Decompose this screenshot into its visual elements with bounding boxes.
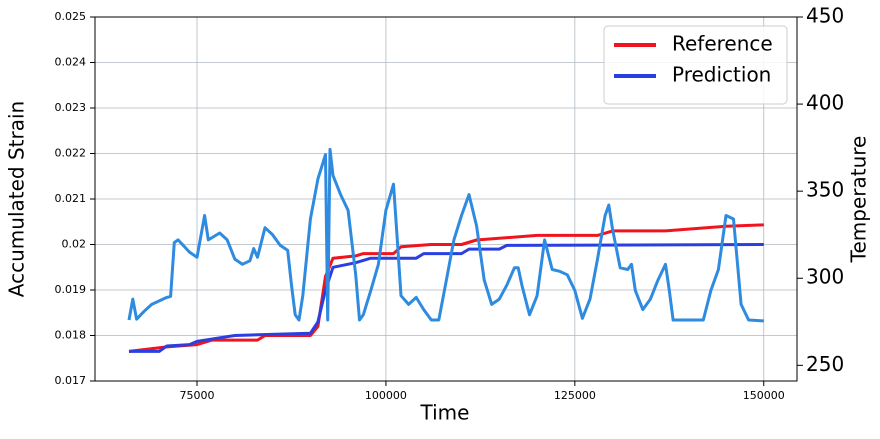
series-line bbox=[127, 147, 764, 323]
legend-label: Reference bbox=[672, 32, 773, 56]
y-tick-label: 0.021 bbox=[55, 192, 87, 205]
plot-frame bbox=[94, 16, 798, 382]
y-tick-label: 0.022 bbox=[55, 147, 87, 160]
y-tick-label: 0.017 bbox=[55, 374, 87, 387]
y-tick-label: 0.018 bbox=[55, 329, 87, 342]
y-tick-label: 0.019 bbox=[55, 283, 87, 296]
y2-tick-label: 300 bbox=[806, 265, 844, 289]
y2-tick-label: 400 bbox=[806, 91, 844, 115]
x-tick-label: 125000 bbox=[554, 389, 596, 402]
x-tick-label: 150000 bbox=[743, 389, 785, 402]
x-tick-label: 75000 bbox=[180, 389, 215, 402]
y-tick-label: 0.025 bbox=[55, 10, 87, 23]
x-tick-label: 100000 bbox=[365, 389, 407, 402]
y-tick-label: 0.02 bbox=[62, 238, 87, 251]
y2-tick-label: 350 bbox=[806, 178, 844, 202]
y2-axis-label: Temperature bbox=[847, 136, 871, 264]
y-tick-label: 0.023 bbox=[55, 101, 87, 114]
y2-tick-label: 450 bbox=[806, 4, 844, 28]
y-tick-label: 0.024 bbox=[55, 56, 87, 69]
y-axis-label: Accumulated Strain bbox=[5, 101, 29, 297]
x-axis-label: Time bbox=[420, 401, 470, 425]
y2-tick-label: 250 bbox=[806, 352, 844, 376]
legend-label: Prediction bbox=[672, 63, 771, 87]
